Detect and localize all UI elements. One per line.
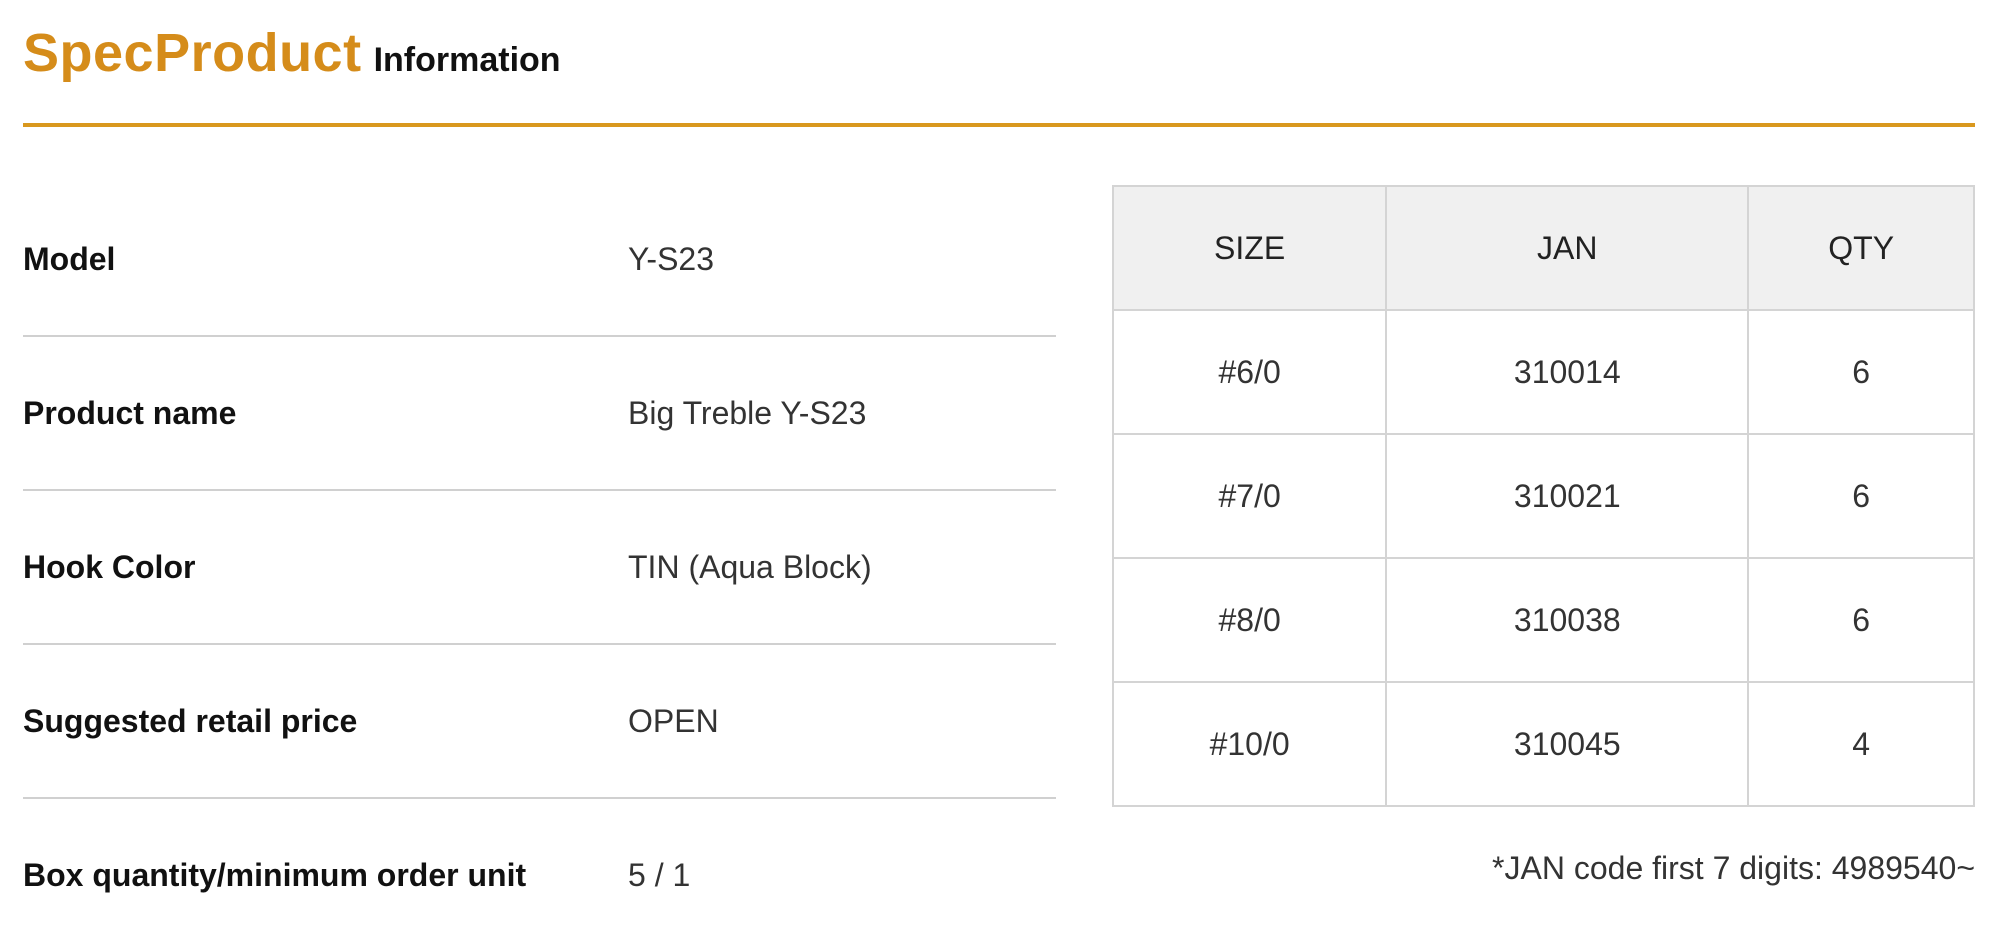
spec-row-hook-color: Hook Color TIN (Aqua Block) <box>23 491 1056 645</box>
cell-jan: 310021 <box>1385 433 1750 559</box>
spec-label: Box quantity/minimum order unit <box>23 856 527 893</box>
cell-size: #10/0 <box>1111 681 1388 807</box>
spec-value: TIN (Aqua Block) <box>628 548 872 585</box>
spec-label: Product name <box>23 394 237 431</box>
cell-qty: 4 <box>1747 681 1975 807</box>
spec-row-model: Model Y-S23 <box>23 183 1056 337</box>
cell-jan: 310045 <box>1385 681 1750 807</box>
spec-list: Model Y-S23 Product name Big Treble Y-S23 … <box>23 183 1056 951</box>
cell-qty: 6 <box>1747 557 1975 683</box>
cell-size: #7/0 <box>1111 433 1388 559</box>
spec-label: Suggested retail price <box>23 702 358 739</box>
table-row: #7/0 310021 6 <box>1111 433 1975 559</box>
spec-label: Hook Color <box>23 548 196 585</box>
spec-value: 5 / 1 <box>628 856 691 893</box>
column-header-jan: JAN <box>1385 185 1750 311</box>
cell-jan: 310038 <box>1385 557 1750 683</box>
spec-row-product-name: Product name Big Treble Y-S23 <box>23 337 1056 491</box>
cell-jan: 310014 <box>1385 309 1750 435</box>
column-header-qty: QTY <box>1747 185 1975 311</box>
title-sub: Information <box>373 41 561 79</box>
spec-row-price: Suggested retail price OPEN <box>23 645 1056 799</box>
cell-qty: 6 <box>1747 433 1975 559</box>
cell-qty: 6 <box>1747 309 1975 435</box>
cell-size: #8/0 <box>1111 557 1388 683</box>
column-header-size: SIZE <box>1111 185 1388 311</box>
table-row: #10/0 310045 4 <box>1111 681 1975 807</box>
table-row: #8/0 310038 6 <box>1111 557 1975 683</box>
spec-value: Big Treble Y-S23 <box>628 394 867 431</box>
table-header-row: SIZE JAN QTY <box>1111 185 1975 311</box>
table-row: #6/0 310014 6 <box>1111 309 1975 435</box>
page-title: SpecProduct Information <box>23 22 561 84</box>
cell-size: #6/0 <box>1111 309 1388 435</box>
jan-footnote: *JAN code first 7 digits: 4989540~ <box>1492 850 1975 886</box>
title-divider <box>23 123 1975 127</box>
spec-row-box-quantity: Box quantity/minimum order unit 5 / 1 <box>23 799 1056 951</box>
title-main: SpecProduct <box>23 23 362 83</box>
spec-value: OPEN <box>628 702 719 739</box>
spec-value: Y-S23 <box>628 240 714 277</box>
size-table: SIZE JAN QTY #6/0 310014 6 #7/0 310021 6 #8/… <box>1111 185 1975 807</box>
spec-label: Model <box>23 240 116 277</box>
